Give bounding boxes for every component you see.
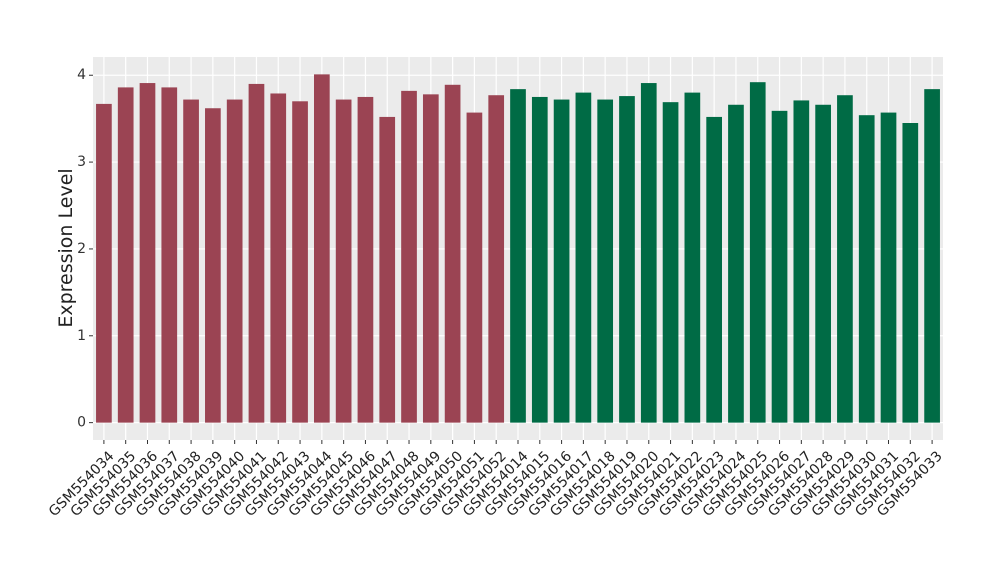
bar (640, 83, 657, 423)
bar (444, 84, 461, 423)
y-tick-label: 1 (77, 328, 86, 344)
bar (117, 87, 134, 423)
y-tick-label: 0 (77, 415, 86, 431)
bar (226, 99, 243, 423)
bar (96, 103, 112, 423)
bar (357, 96, 374, 423)
bar (553, 99, 570, 423)
bar (771, 110, 788, 423)
bar (837, 95, 853, 423)
bar (401, 90, 417, 423)
bar (880, 112, 897, 423)
bar (335, 99, 352, 423)
y-axis-label: Expression Level (55, 168, 77, 327)
bar (684, 92, 701, 423)
bar (575, 92, 592, 423)
bar (314, 74, 330, 423)
y-tick-label: 3 (77, 154, 86, 170)
bar (183, 99, 199, 423)
bar (706, 116, 722, 423)
bar (531, 96, 548, 423)
bar (510, 89, 526, 423)
y-tick-label: 2 (77, 241, 86, 257)
bar (139, 83, 156, 423)
bar (488, 95, 505, 423)
bar (728, 104, 744, 423)
bar (815, 104, 831, 423)
bar (749, 82, 766, 423)
bar (379, 116, 396, 423)
bar (205, 108, 221, 423)
bar (902, 123, 919, 423)
bar (270, 93, 287, 423)
bar (422, 94, 439, 423)
bar (161, 87, 178, 423)
bar (466, 112, 483, 423)
bar (662, 102, 679, 423)
bar (619, 96, 635, 423)
bar (292, 101, 308, 423)
bar (597, 99, 614, 423)
bar (793, 100, 810, 423)
bar (858, 115, 875, 423)
bar (924, 89, 940, 423)
y-tick-label: 4 (77, 67, 86, 83)
bar (248, 83, 265, 423)
